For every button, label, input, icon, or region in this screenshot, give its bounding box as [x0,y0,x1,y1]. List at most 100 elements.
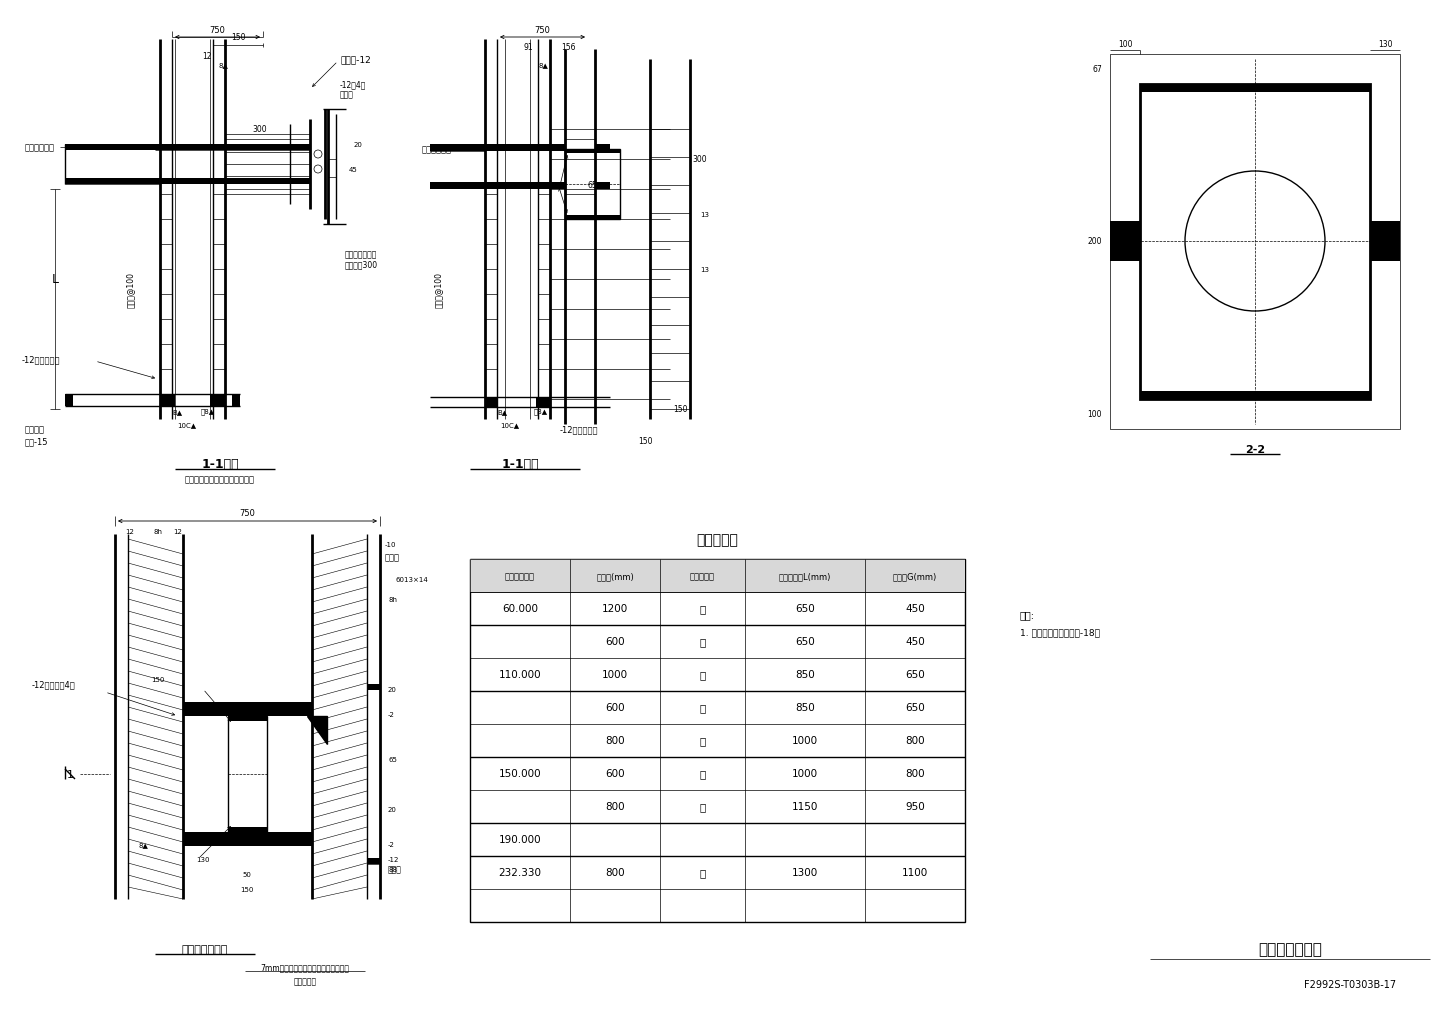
Text: -12厚加劲腮块: -12厚加劲腮块 [560,425,599,434]
Bar [1140,85,1369,399]
Text: 制晃点类型: 制晃点类型 [690,572,716,581]
Text: B▲: B▲ [497,409,507,415]
Text: 150: 150 [151,677,164,683]
Text: 1100: 1100 [901,867,929,877]
Text: 沿烟管一周: 沿烟管一周 [294,976,317,985]
Text: 600: 600 [605,703,625,713]
Text: 300: 300 [693,155,707,164]
Bar [564,150,621,220]
Bar [564,140,595,195]
Text: 12: 12 [174,529,183,535]
Text: 备注:: 备注: [1020,609,1035,620]
Text: 乙: 乙 [700,736,706,746]
Text: 67: 67 [1093,65,1102,74]
Text: 232.330: 232.330 [498,867,541,877]
Text: 45: 45 [348,167,357,173]
Text: 1-1乙类: 1-1乙类 [501,459,539,471]
Text: 800: 800 [906,768,924,779]
Text: 加劲板: 加劲板 [384,553,400,561]
Text: 650: 650 [906,669,924,680]
Text: 65: 65 [588,180,596,190]
Text: L: L [52,273,59,286]
Text: 乙: 乙 [700,802,706,812]
Bar [160,145,171,151]
Text: 60.000: 60.000 [503,604,539,613]
Polygon shape [307,716,327,744]
Text: -12: -12 [387,856,399,862]
Text: 制晃点总宽L(mm): 制晃点总宽L(mm) [779,572,831,581]
Text: 加劲板: 加劲板 [387,865,402,873]
Bar [469,559,965,922]
Text: 130: 130 [1378,40,1392,49]
Bar [228,827,266,833]
Bar [1140,391,1369,399]
Bar [213,178,225,184]
Bar [564,216,621,220]
Text: 甲: 甲 [700,669,706,680]
Text: 7mm厚复合聚四氟乙烯板沉头螺丝固定: 7mm厚复合聚四氟乙烯板沉头螺丝固定 [261,963,350,971]
Text: 600: 600 [605,768,625,779]
Bar [367,858,380,864]
Text: -2: -2 [387,711,395,717]
Text: 150: 150 [230,33,245,42]
Text: 1-1甲类: 1-1甲类 [202,459,239,471]
Text: 口8▲: 口8▲ [202,409,215,415]
Text: 1000: 1000 [792,768,818,779]
Text: 600: 600 [605,637,625,647]
Text: 见图-15: 见图-15 [24,437,49,446]
Text: 200: 200 [1087,237,1102,247]
Bar [1140,85,1369,93]
Text: 65: 65 [387,756,397,762]
Text: -12厚加劲腮块: -12厚加劲腮块 [22,356,60,364]
Text: 800: 800 [605,867,625,877]
Bar [232,394,240,407]
Text: 1300: 1300 [792,867,818,877]
Text: （筒壁端的连结焊缝均同此图）: （筒壁端的连结焊缝均同此图） [184,475,255,484]
Bar [183,833,312,846]
Text: 800: 800 [605,736,625,746]
Bar [469,559,965,592]
Bar [431,145,611,152]
Text: 加劲板-12: 加劲板-12 [340,55,370,64]
Text: 150.000: 150.000 [498,768,541,779]
Text: F2992S-T0303B-17: F2992S-T0303B-17 [1305,979,1395,989]
Text: 甲: 甲 [700,604,706,613]
Text: 平台钢架: 平台钢架 [24,425,45,434]
Text: 与烟身水平焊缝
间距大于300: 与烟身水平焊缝 间距大于300 [346,250,379,269]
Text: 150: 150 [638,437,652,446]
Bar [160,394,176,407]
Text: 1200: 1200 [602,604,628,613]
Text: 梁高度(mm): 梁高度(mm) [596,572,634,581]
Text: -10: -10 [384,541,396,547]
Bar [367,685,380,690]
Text: 100: 100 [1117,40,1132,49]
Bar [65,145,310,151]
Bar [160,178,171,184]
Text: 口8▲: 口8▲ [534,409,549,415]
Text: 乙: 乙 [700,867,706,877]
Text: 20: 20 [387,806,397,812]
Text: 13: 13 [700,212,710,218]
Bar [564,150,621,154]
Bar [1110,55,1400,430]
Bar [228,716,266,721]
Text: 800: 800 [605,802,625,812]
Text: 1150: 1150 [792,802,818,812]
Text: 8h: 8h [387,596,397,602]
Bar [431,182,611,190]
Text: 6013×14: 6013×14 [395,577,428,583]
Text: 88: 88 [387,866,397,872]
Text: 10C▲: 10C▲ [501,422,520,428]
Text: 650: 650 [795,637,815,647]
Text: 800: 800 [906,736,924,746]
Bar [367,685,380,864]
Text: 加劲筋@100: 加劲筋@100 [125,272,134,308]
Text: 156: 156 [560,44,575,52]
Text: 12: 12 [125,529,134,535]
Text: 乙: 乙 [700,768,706,779]
Text: 100: 100 [1087,410,1102,419]
Text: 150: 150 [672,406,687,414]
Text: 750: 750 [534,25,550,35]
Text: 110.000: 110.000 [498,669,541,680]
Text: 20: 20 [387,687,397,692]
